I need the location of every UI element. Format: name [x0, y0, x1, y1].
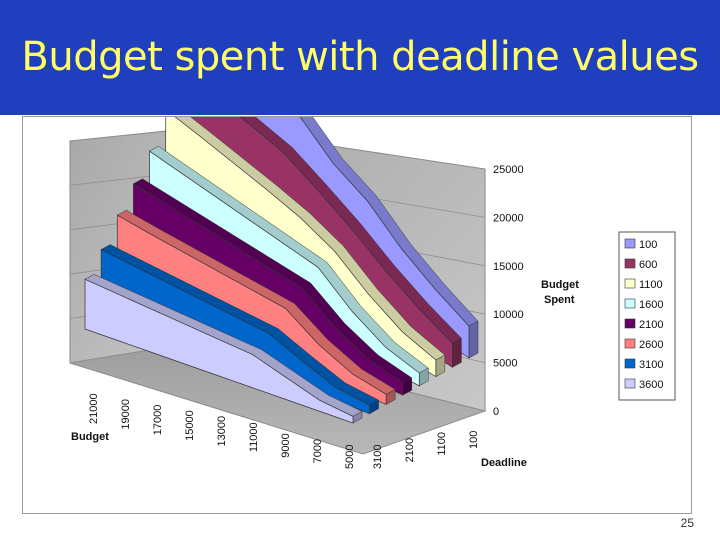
- legend-label: 600: [639, 259, 657, 271]
- y-axis-label: Deadline: [481, 457, 527, 469]
- chart-legend: 100 600 1100 1600 2100 2600 3100 3600: [618, 231, 676, 401]
- legend-label: 1600: [639, 299, 663, 311]
- legend-label: 100: [639, 239, 657, 251]
- series-face-3600: [84, 278, 354, 424]
- series-end-600: [452, 337, 462, 368]
- z-tick-label: 15000: [493, 261, 524, 273]
- legend-box: [618, 231, 676, 401]
- legend-swatch: [624, 278, 636, 289]
- z-tick-label: 0: [493, 406, 499, 418]
- page-number: 25: [680, 516, 694, 530]
- budget-tick-label: 7000: [312, 439, 324, 463]
- z-tick-label: 20000: [493, 212, 524, 224]
- title-bar: Budget spent with deadline values: [0, 0, 720, 115]
- deadline-tick-label: 1100: [436, 432, 448, 456]
- legend-label: 3100: [639, 359, 663, 371]
- legend-swatch: [624, 238, 636, 249]
- chart-series: [84, 117, 479, 424]
- budget-tick-label: 5000: [344, 445, 356, 469]
- z-tick-label: 5000: [493, 358, 517, 370]
- budget-tick-label: 11000: [248, 422, 260, 452]
- z-axis-label: Spent: [544, 294, 575, 306]
- z-tick-label: 25000: [493, 164, 524, 176]
- legend-label: 1100: [639, 279, 663, 291]
- chart-axes: 0 5000 10000 15000 20000 25000 Budget Spent 2100…: [71, 164, 579, 469]
- budget-tick-label: 13000: [216, 416, 228, 447]
- budget-tick-label: 17000: [152, 405, 164, 436]
- x-axis-label: Budget: [71, 431, 109, 443]
- deadline-tick-label: 2100: [404, 438, 416, 462]
- series-ribbon-3600: [84, 274, 363, 424]
- z-axis-label: Budget: [541, 279, 579, 291]
- legend-label: 3600: [639, 379, 663, 391]
- budget-tick-label: 15000: [184, 410, 196, 441]
- legend-swatch: [624, 378, 636, 389]
- legend-swatch: [624, 298, 636, 309]
- deadline-tick-label: 3100: [372, 445, 384, 469]
- slide-title: Budget spent with deadline values: [21, 34, 699, 80]
- budget-tick-label: 9000: [280, 433, 292, 457]
- legend-label: 2100: [639, 319, 663, 331]
- legend-label: 2600: [639, 339, 663, 351]
- budget-tick-label: 19000: [120, 399, 132, 430]
- deadline-tick-label: 100: [468, 431, 480, 449]
- series-end-100: [468, 320, 479, 359]
- legend-swatch: [624, 358, 636, 369]
- legend-swatch: [624, 258, 636, 269]
- budget-tick-label: 21000: [88, 393, 100, 424]
- budget-chart: 0 5000 10000 15000 20000 25000 Budget Spent 2100…: [69, 117, 676, 469]
- z-tick-label: 10000: [493, 309, 524, 321]
- chart-frame: 0 5000 10000 15000 20000 25000 Budget Spent 2100…: [22, 116, 692, 514]
- legend-swatch: [624, 318, 636, 329]
- legend-swatch: [624, 338, 636, 349]
